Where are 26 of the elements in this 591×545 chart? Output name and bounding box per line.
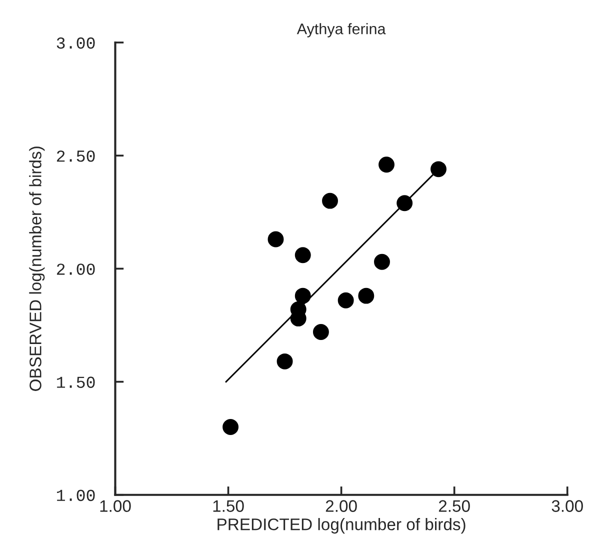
point (358, 288, 374, 304)
x-axis-title: PREDICTED log(number of birds) (218, 518, 466, 534)
x-tick-label: 1.00 (100, 500, 131, 512)
x-tick-label: 3.00 (552, 500, 583, 512)
y-tick-label: 2.00 (56, 264, 95, 275)
point (276, 353, 293, 370)
y-axis-title: OBSERVED log(number of birds) (29, 146, 45, 391)
point (294, 247, 311, 264)
point (294, 288, 311, 304)
y-tick-label: 3.00 (56, 37, 95, 49)
x-tick-label: 2.50 (438, 500, 470, 512)
point (268, 231, 284, 248)
point (222, 419, 239, 435)
point (378, 156, 394, 173)
point (430, 161, 446, 178)
point (338, 292, 354, 308)
y-tick-label: 1.50 (56, 376, 95, 388)
y-tick-label: 2.50 (56, 150, 95, 162)
x-tick-label: 1.50 (213, 500, 244, 512)
point (312, 324, 329, 340)
point (396, 195, 413, 212)
x-tick-label: 2.00 (326, 500, 357, 512)
point (322, 192, 338, 209)
point (374, 254, 390, 270)
chart-title: Aythya ferina (296, 23, 386, 38)
y-tick-label: 1.00 (56, 490, 95, 502)
